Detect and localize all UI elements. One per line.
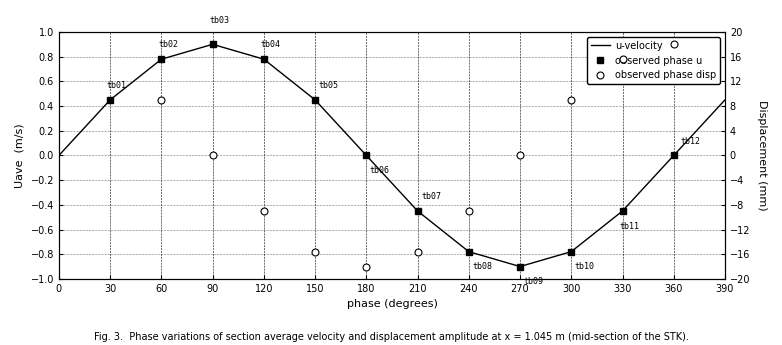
Text: tb01: tb01 — [106, 81, 127, 90]
Text: tb04: tb04 — [260, 40, 281, 49]
Text: tb08: tb08 — [472, 263, 492, 272]
Text: tb07: tb07 — [421, 192, 441, 201]
Text: tb05: tb05 — [318, 81, 339, 90]
Text: tb12: tb12 — [680, 137, 701, 146]
Text: tb09: tb09 — [523, 277, 543, 286]
Text: tb10: tb10 — [575, 263, 594, 272]
Text: tb03: tb03 — [210, 16, 229, 24]
Text: tb02: tb02 — [158, 40, 178, 49]
Text: tb11: tb11 — [619, 222, 639, 231]
Text: Fig. 3.  Phase variations of section average velocity and displacement amplitude: Fig. 3. Phase variations of section aver… — [94, 332, 689, 342]
X-axis label: phase (degrees): phase (degrees) — [346, 299, 437, 309]
Y-axis label: Uave  (m/s): Uave (m/s) — [15, 123, 25, 188]
Legend: u-velocity, observed phase u, observed phase disp: u-velocity, observed phase u, observed p… — [586, 37, 720, 84]
Y-axis label: Displacement (mm): Displacement (mm) — [757, 100, 767, 211]
Text: tb06: tb06 — [370, 166, 389, 175]
